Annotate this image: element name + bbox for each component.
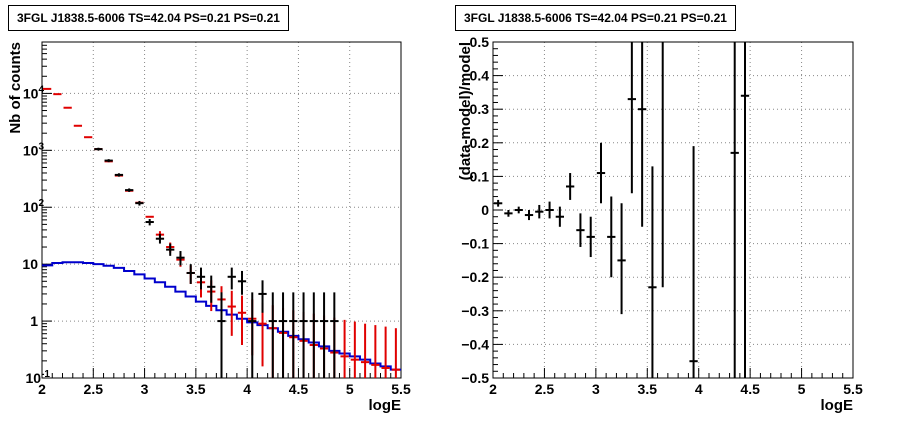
y-tick-label: −0.4 — [461, 336, 489, 352]
y-tick-exponent: -1 — [41, 369, 50, 380]
x-tick-label: 4.5 — [289, 381, 309, 397]
chart-title-left: 3FGL J1838.5-6006 TS=42.04 PS=0.21 PS=0.… — [8, 5, 289, 31]
x-tick-label: 3.5 — [638, 381, 658, 397]
y-axis-label: (data-model)/model — [457, 42, 474, 180]
x-tick-label: 2.5 — [535, 381, 555, 397]
y-tick-label: 0.2 — [470, 135, 490, 151]
y-tick-exponent: 3 — [38, 141, 44, 152]
y-tick-label: 103 — [23, 141, 45, 158]
counts-histogram-chart: 2 2.5 3 3.5 4 4.5 5 5.5 10-1 1 10 102 103 104 logE Nb o… — [7, 41, 411, 414]
x-tick-label: 5.5 — [843, 381, 863, 397]
x-tick-label: 2 — [38, 381, 46, 397]
x-tick-label: 3 — [141, 381, 149, 397]
y-tick-label: 10-1 — [26, 369, 51, 386]
y-tick-label: −0.2 — [461, 269, 489, 285]
chart-title-right: 3FGL J1838.5-6006 TS=42.04 PS=0.21 PS=0.… — [455, 5, 736, 31]
y-tick-label: 10 — [22, 256, 38, 272]
x-tick-label: 2.5 — [84, 381, 104, 397]
x-axis-label: logE — [369, 397, 402, 414]
y-tick-label: 1 — [30, 313, 38, 329]
y-tick-label: −0.5 — [461, 370, 489, 386]
x-tick-label: 5.5 — [391, 381, 411, 397]
y-tick-label: 104 — [23, 84, 45, 101]
x-axis-label: logE — [821, 397, 854, 414]
x-tick-label: 5 — [346, 381, 354, 397]
x-tick-label: 4.5 — [740, 381, 760, 397]
y-tick-label: 0.4 — [470, 68, 490, 84]
y-tick-exponent: 2 — [38, 198, 44, 209]
y-tick-label: −0.3 — [461, 303, 489, 319]
x-tick-label: 3 — [592, 381, 600, 397]
x-tick-label: 4 — [695, 381, 703, 397]
y-tick-label: 0.3 — [470, 101, 490, 117]
x-tick-label: 4 — [243, 381, 251, 397]
y-tick-label: 0.1 — [470, 168, 490, 184]
y-tick-label: 0.5 — [470, 34, 490, 50]
x-tick-label: 3.5 — [186, 381, 206, 397]
x-tick-label: 2 — [489, 381, 497, 397]
background-model-line — [42, 261, 401, 371]
residuals-chart: 2 2.5 3 3.5 4 4.5 5 5.5 −0.5 −0.4 −0.3 −0.2 −0.1 0 0.1… — [457, 34, 863, 414]
y-tick-exponent: 4 — [38, 84, 44, 95]
x-tick-label: 5 — [798, 381, 806, 397]
y-tick-label: 102 — [23, 198, 45, 215]
y-axis-label: Nb of counts — [7, 42, 24, 134]
y-tick-label: −0.1 — [461, 236, 489, 252]
y-tick-label: 0 — [481, 202, 489, 218]
